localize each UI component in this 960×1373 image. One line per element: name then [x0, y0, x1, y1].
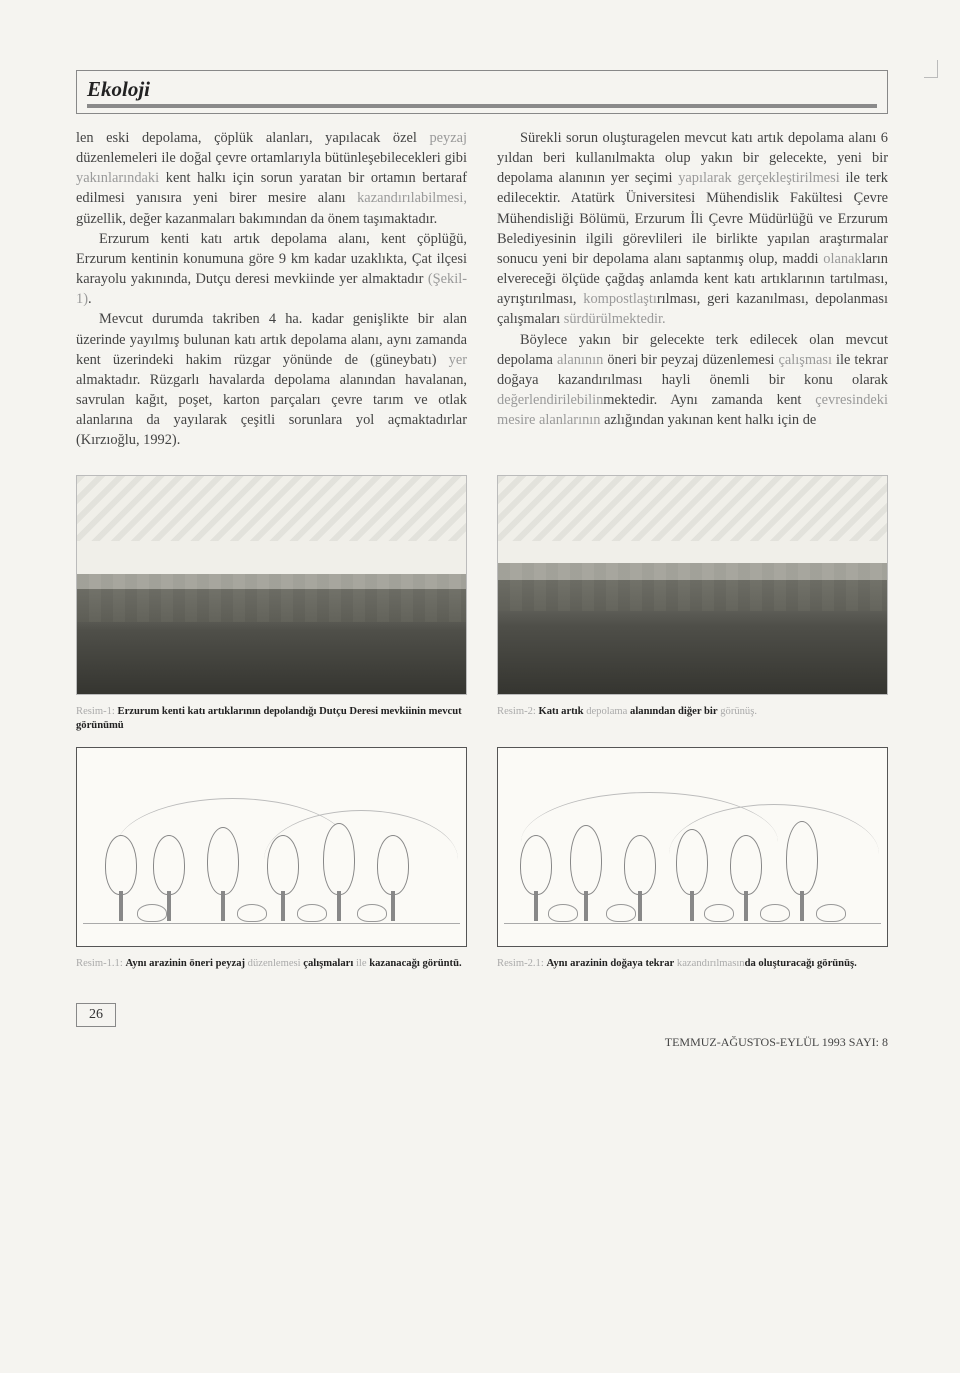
caption-resim-1: Resim-1: Erzurum kenti katı artıklarının…	[76, 705, 467, 734]
figure-row-photos: Resim-1: Erzurum kenti katı artıklarının…	[76, 475, 888, 734]
issue-footer: TEMMUZ-AĞUSTOS-EYLÜL 1993 SAYI: 8	[76, 1035, 888, 1050]
body-paragraph: Sürekli sorun oluşturagelen mevcut katı …	[497, 128, 888, 330]
photo-resim-2	[497, 475, 888, 695]
body-text-columns: len eski depolama, çöplük alanları, yapı…	[76, 128, 888, 451]
body-paragraph: len eski depolama, çöplük alanları, yapı…	[76, 128, 467, 229]
caption-resim-2-1: Resim-2.1: Aynı arazinin doğaya tekrar k…	[497, 957, 888, 971]
figure-cell: Resim-1.1: Aynı arazinin öneri peyzaj dü…	[76, 747, 467, 971]
sketch-resim-1-1	[76, 747, 467, 947]
journal-header: Ekoloji	[76, 70, 888, 114]
figure-cell: Resim-1: Erzurum kenti katı artıklarının…	[76, 475, 467, 734]
body-paragraph: Mevcut durumda takriben 4 ha. kadar geni…	[76, 309, 467, 450]
journal-title: Ekoloji	[87, 77, 877, 102]
figure-cell: Resim-2.1: Aynı arazinin doğaya tekrar k…	[497, 747, 888, 971]
sketch-resim-2-1	[497, 747, 888, 947]
photo-resim-1	[76, 475, 467, 695]
body-paragraph: Erzurum kenti katı artık depolama alanı,…	[76, 229, 467, 310]
page-number: 26	[89, 1007, 103, 1022]
journal-header-rule	[87, 104, 877, 108]
caption-resim-2: Resim-2: Katı artık depolama alanından d…	[497, 705, 888, 719]
figure-row-sketches: Resim-1.1: Aynı arazinin öneri peyzaj dü…	[76, 747, 888, 971]
caption-resim-1-1: Resim-1.1: Aynı arazinin öneri peyzaj dü…	[76, 957, 467, 971]
page-fold-mark	[924, 60, 938, 78]
figure-cell: Resim-2: Katı artık depolama alanından d…	[497, 475, 888, 734]
body-paragraph: Böylece yakın bir gelecekte terk edilece…	[497, 330, 888, 431]
page-number-box: 26	[76, 1003, 116, 1027]
